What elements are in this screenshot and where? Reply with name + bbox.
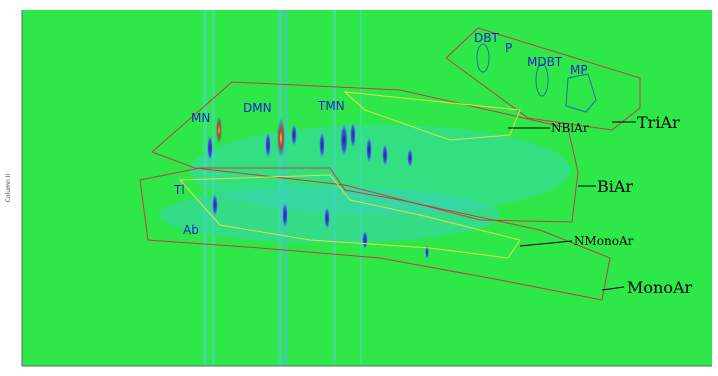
mp-area xyxy=(565,73,597,113)
compound-label: DMN xyxy=(243,101,272,115)
compound-label: Ab xyxy=(183,223,199,237)
triar-region xyxy=(445,27,641,131)
dbt-area xyxy=(476,43,490,73)
region-label: BiAr xyxy=(597,177,633,196)
compound-label: MDBT xyxy=(527,55,563,69)
compound-label: P xyxy=(505,41,512,55)
peaks xyxy=(207,116,429,260)
leaders xyxy=(508,121,636,291)
compound-label: DBT xyxy=(474,31,499,45)
region-label: NBiAr xyxy=(551,121,589,135)
compound-label: MN xyxy=(191,111,210,125)
compound-label: MP xyxy=(570,63,588,77)
monoar-region xyxy=(139,167,611,301)
mdbt-area xyxy=(535,63,549,97)
nmonoar-region xyxy=(178,174,521,259)
nbiar-region xyxy=(343,91,521,141)
compound-label: TMN xyxy=(317,99,345,113)
region-label: MonoAr xyxy=(627,278,693,297)
region-label: TriAr xyxy=(637,113,680,132)
axis-label: Column II xyxy=(5,174,12,203)
compound-label: Tl xyxy=(173,183,185,197)
biar-region xyxy=(151,81,579,223)
regions xyxy=(139,27,641,301)
region-label: NMonoAr xyxy=(574,234,634,248)
